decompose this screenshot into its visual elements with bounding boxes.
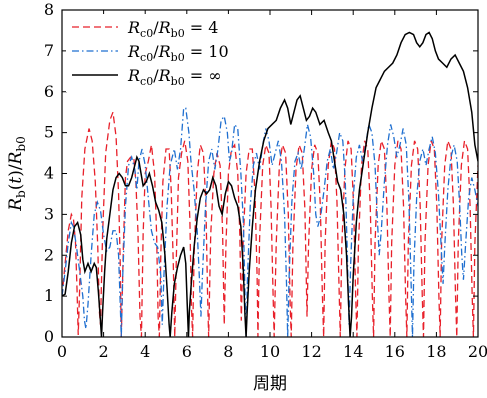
legend-label-3: Rc0/Rb0 = ∞ [127, 66, 222, 88]
y-tick-label: 2 [44, 245, 54, 264]
x-tick-label: 0 [57, 342, 67, 361]
y-tick-label: 1 [44, 286, 54, 305]
x-axis-title: 周期 [253, 374, 287, 394]
y-tick-label: 7 [44, 41, 54, 60]
y-tick-label: 5 [44, 123, 54, 142]
legend-label-1: Rc0/Rb0 = 4 [127, 18, 218, 40]
y-tick-label: 0 [44, 327, 54, 346]
y-tick-label: 6 [44, 82, 54, 101]
x-tick-label: 10 [260, 342, 280, 361]
x-tick-label: 16 [385, 342, 405, 361]
plot-area [62, 31, 478, 337]
y-tick-label: 3 [44, 204, 54, 223]
x-tick-label: 14 [343, 342, 363, 361]
series-line-3 [62, 31, 478, 337]
series-line-2 [62, 107, 478, 337]
x-tick-label: 18 [426, 342, 446, 361]
x-tick-label: 2 [99, 342, 109, 361]
y-tick-label: 8 [44, 0, 54, 19]
legend-label-2: Rc0/Rb0 = 10 [127, 42, 229, 64]
y-axis-title: Rb(t)/Rb0 [6, 136, 28, 212]
x-tick-label: 12 [301, 342, 321, 361]
x-tick-label: 8 [223, 342, 233, 361]
y-tick-label: 4 [44, 164, 54, 183]
x-tick-label: 20 [468, 342, 487, 361]
x-tick-label: 4 [140, 342, 150, 361]
x-tick-label: 6 [182, 342, 192, 361]
series-line-1 [62, 111, 478, 337]
